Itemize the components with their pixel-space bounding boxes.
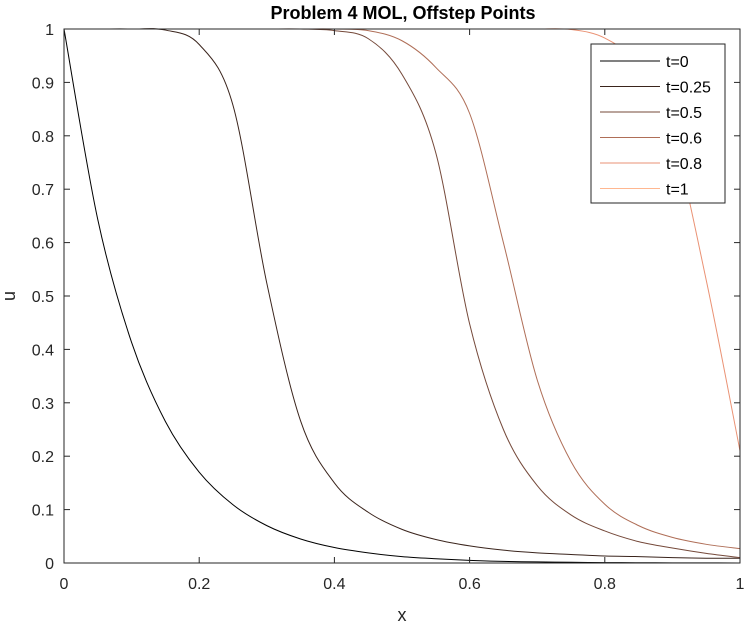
legend: t=0 t=0.25 t=0.5 t=0.6 t=0.8 t=1 <box>591 44 725 203</box>
x-tick-label: 0.4 <box>323 576 345 593</box>
y-tick-label: 0.8 <box>32 129 54 146</box>
legend-label: t=0.25 <box>666 80 711 97</box>
x-tick-label: 0.6 <box>458 576 480 593</box>
y-tick-label: 0.6 <box>32 236 54 253</box>
y-tick-label: 0.9 <box>32 75 54 92</box>
y-tick-label: 0.2 <box>32 449 54 466</box>
y-tick-label: 1 <box>45 22 54 39</box>
y-axis-label: u <box>0 291 19 301</box>
y-tick-label: 0.3 <box>32 396 54 413</box>
x-tick-label: 0.8 <box>594 576 616 593</box>
x-tick-label: 0 <box>60 576 69 593</box>
y-tick-label: 0.5 <box>32 289 54 306</box>
legend-label: t=1 <box>666 182 689 199</box>
y-tick-label: 0.1 <box>32 503 54 520</box>
x-tick-label: 1 <box>736 576 745 593</box>
y-tick-label: 0 <box>45 556 54 573</box>
legend-box <box>591 44 725 203</box>
legend-label: t=0.6 <box>666 131 702 148</box>
x-tick-label: 0.2 <box>188 576 210 593</box>
chart-title: Problem 4 MOL, Offstep Points <box>270 3 535 23</box>
legend-label: t=0.8 <box>666 156 702 173</box>
legend-label: t=0 <box>666 54 689 71</box>
x-axis-label: x <box>398 605 407 625</box>
legend-label: t=0.5 <box>666 105 702 122</box>
y-tick-label: 0.7 <box>32 182 54 199</box>
y-tick-label: 0.4 <box>32 342 54 359</box>
